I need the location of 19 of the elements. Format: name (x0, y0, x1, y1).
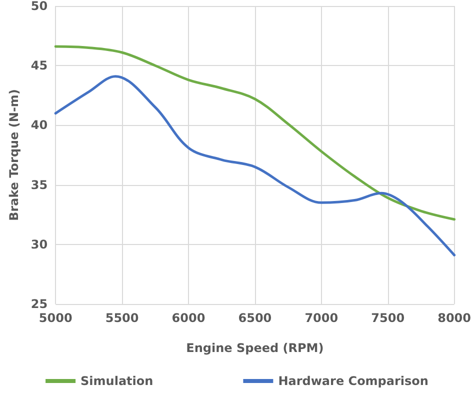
x-tick-label: 5000 (38, 311, 72, 325)
y-tick-label: 50 (30, 0, 48, 13)
line-series (54, 45, 456, 221)
y-tick-label: 30 (30, 237, 48, 252)
y-axis-title: Brake Torque (N-m) (7, 89, 21, 221)
x-tick-label: 7000 (304, 311, 338, 325)
x-tick-label: 8000 (438, 311, 472, 325)
y-tick-label: 40 (30, 118, 48, 132)
line-series (54, 75, 456, 256)
x-tick-label: 7500 (371, 311, 405, 325)
x-axis-title: Engine Speed (RPM) (186, 341, 324, 355)
y-tick-label: 35 (30, 178, 48, 192)
legend-label: Simulation (80, 374, 154, 388)
x-tick-label: 6500 (238, 311, 272, 325)
y-tick-label: 25 (30, 297, 48, 311)
y-tick-label: 45 (30, 58, 48, 73)
legend-label: Hardware Comparison (278, 374, 428, 388)
x-tick-label: 5500 (105, 311, 139, 325)
x-tick-label: 6000 (172, 311, 206, 325)
